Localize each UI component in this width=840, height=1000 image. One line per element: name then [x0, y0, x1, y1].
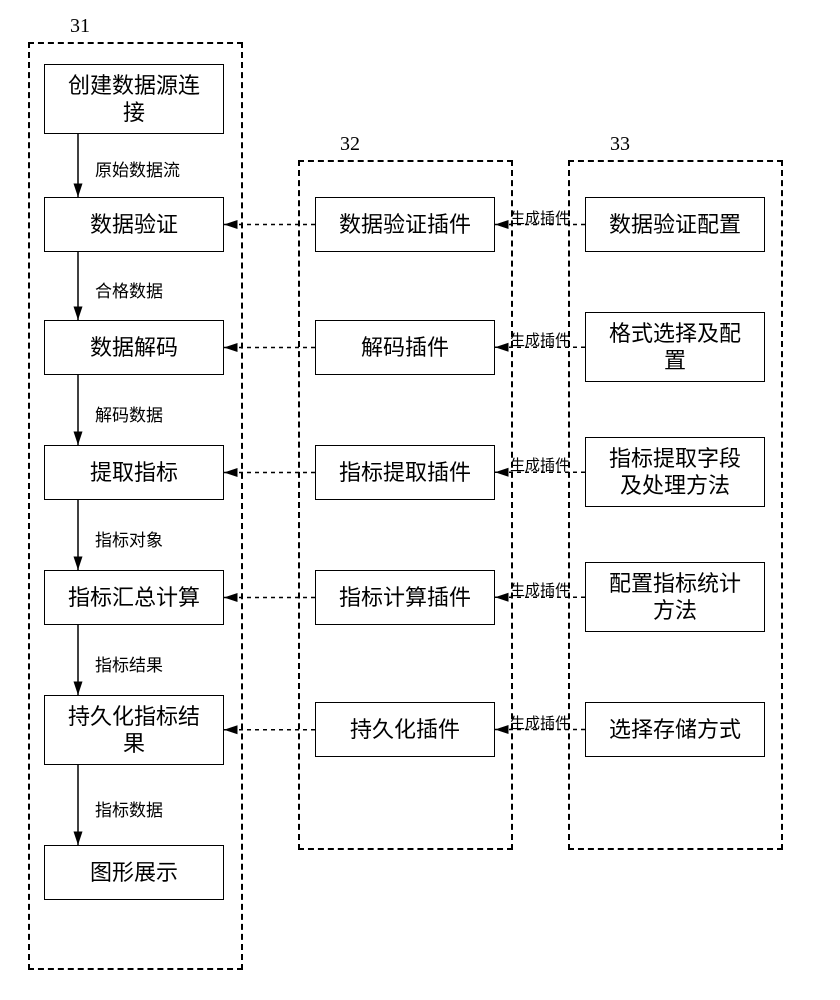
node-metric-calc: 指标汇总计算	[44, 570, 224, 625]
edge-label: 生成插件	[510, 329, 570, 350]
node-data-validation: 数据验证	[44, 197, 224, 252]
edge-label: 解码数据	[95, 401, 163, 426]
plugin-extract: 指标提取插件	[315, 445, 495, 500]
plugin-persist: 持久化插件	[315, 702, 495, 757]
config-validation: 数据验证配置	[585, 197, 765, 252]
diagram-canvas: 31 32 33 创建数据源连接 数据验证 数据解码 提取指标 指标汇总计算 持…	[0, 0, 840, 1000]
edge-label: 原始数据流	[95, 156, 180, 181]
plugin-calc: 指标计算插件	[315, 570, 495, 625]
plugin-validation: 数据验证插件	[315, 197, 495, 252]
edge-label: 指标结果	[95, 651, 163, 676]
edge-label: 生成插件	[510, 712, 570, 733]
node-extract-metric: 提取指标	[44, 445, 224, 500]
edge-label: 生成插件	[510, 454, 570, 475]
edge-label: 合格数据	[95, 277, 163, 302]
node-persist-result: 持久化指标结果	[44, 695, 224, 765]
edge-label: 指标对象	[95, 526, 163, 551]
node-data-decode: 数据解码	[44, 320, 224, 375]
config-extract: 指标提取字段及处理方法	[585, 437, 765, 507]
column-31	[28, 42, 243, 970]
node-create-connection: 创建数据源连接	[44, 64, 224, 134]
edge-label: 指标数据	[95, 796, 163, 821]
column-31-label: 31	[70, 15, 90, 38]
edge-label: 生成插件	[510, 207, 570, 228]
config-calc: 配置指标统计方法	[585, 562, 765, 632]
edge-label: 生成插件	[510, 579, 570, 600]
config-decode: 格式选择及配置	[585, 312, 765, 382]
config-persist: 选择存储方式	[585, 702, 765, 757]
plugin-decode: 解码插件	[315, 320, 495, 375]
node-graph-display: 图形展示	[44, 845, 224, 900]
column-32-label: 32	[340, 133, 360, 156]
column-33-label: 33	[610, 133, 630, 156]
